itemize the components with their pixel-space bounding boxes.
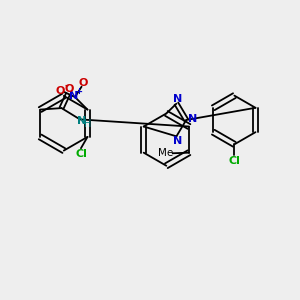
- Text: N: N: [173, 94, 182, 104]
- Text: O: O: [65, 84, 74, 94]
- Text: +: +: [75, 87, 82, 96]
- Text: Cl: Cl: [75, 149, 87, 159]
- Text: H: H: [84, 119, 92, 129]
- Text: Cl: Cl: [228, 156, 240, 166]
- Text: N: N: [77, 116, 87, 126]
- Text: -: -: [64, 81, 68, 91]
- Text: N: N: [173, 136, 182, 146]
- Text: N: N: [69, 91, 78, 101]
- Text: O: O: [78, 78, 87, 88]
- Text: O: O: [56, 86, 65, 96]
- Text: Me: Me: [158, 148, 173, 158]
- Text: N: N: [188, 114, 197, 124]
